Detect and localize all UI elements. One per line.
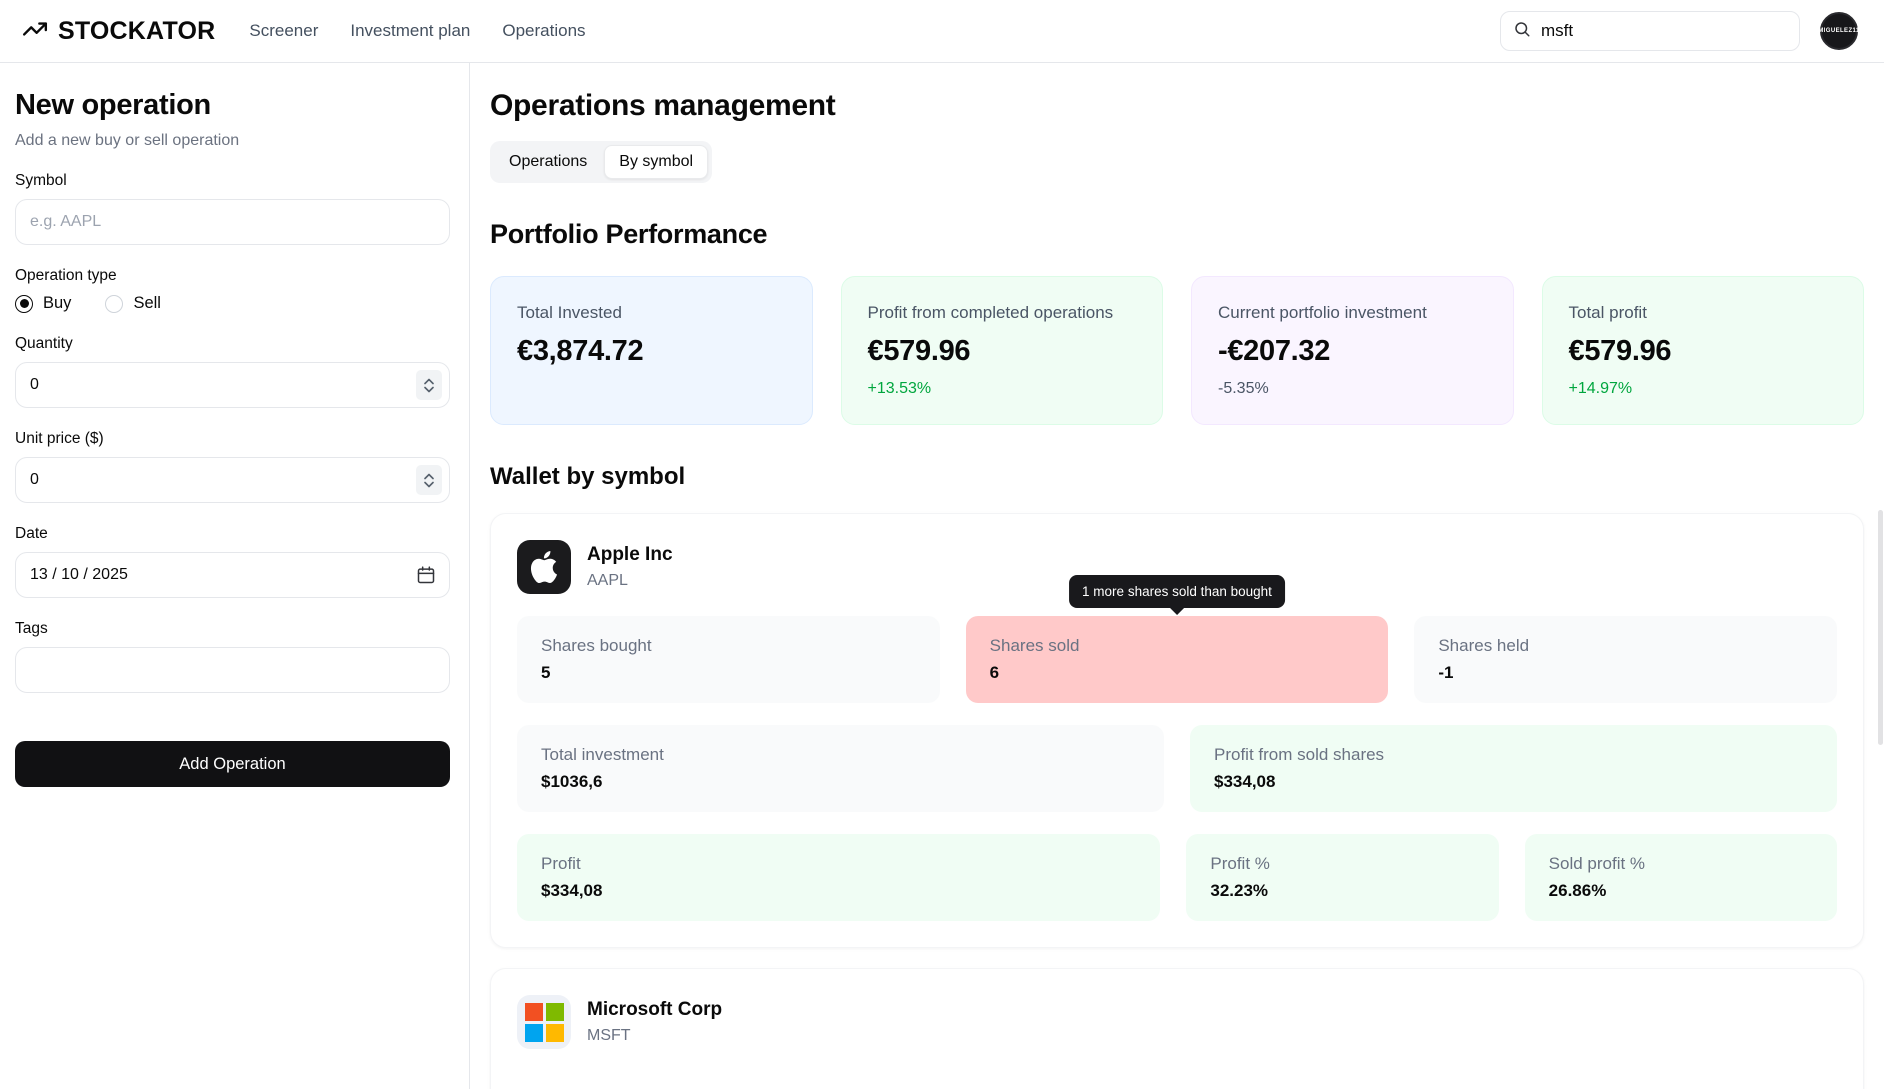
search-input[interactable] <box>1541 21 1787 41</box>
tile-profit-sold-shares: Profit from sold shares $334,08 <box>1190 725 1837 812</box>
tile-value: 6 <box>989 663 1000 682</box>
card-current-investment: Current portfolio investment -€207.32 -5… <box>1191 276 1514 425</box>
tile-shares-bought: Shares bought 5 <box>517 616 940 703</box>
tile-label: Shares sold <box>989 636 1080 655</box>
calendar-icon[interactable] <box>416 565 436 590</box>
card-label: Current portfolio investment <box>1218 303 1427 322</box>
unit-price-input[interactable] <box>15 457 450 503</box>
symbol-label: Symbol <box>15 172 67 189</box>
microsoft-logo-icon <box>517 995 571 1049</box>
tile-label: Profit from sold shares <box>1214 745 1385 764</box>
nav-operations[interactable]: Operations <box>502 21 586 40</box>
card-label: Profit from completed operations <box>867 303 1114 322</box>
tab-operations[interactable]: Operations <box>509 153 588 170</box>
card-value: -€207.32 <box>1218 335 1331 367</box>
card-delta: +13.53% <box>867 380 932 397</box>
card-value: €579.96 <box>1568 335 1672 367</box>
company-symbol: MSFT <box>587 1027 631 1044</box>
date-label: Date <box>15 525 48 542</box>
nav-screener[interactable]: Screener <box>249 21 319 40</box>
tile-value: 26.86% <box>1548 881 1607 900</box>
panel-title: New operation <box>15 89 211 121</box>
tile-label: Profit % <box>1210 854 1270 873</box>
card-value: €3,874.72 <box>517 335 644 367</box>
page-title: Operations management <box>490 89 836 122</box>
brand-name: STOCKATOR <box>58 16 216 45</box>
panel-subtitle: Add a new buy or sell operation <box>15 132 240 149</box>
tile-profit: Profit $334,08 <box>517 834 1161 921</box>
tile-label: Shares held <box>1438 636 1530 655</box>
avatar[interactable]: MIGUELEZ11 <box>1818 12 1860 50</box>
tags-label: Tags <box>15 620 48 637</box>
unit-price-stepper[interactable] <box>416 465 442 495</box>
card-completed-profit: Profit from completed operations €579.96… <box>840 276 1163 425</box>
tile-profit-pct: Profit % 32.23% <box>1186 834 1499 921</box>
main-content: Operations management Operations By symb… <box>470 63 1884 1089</box>
symbol-input[interactable] <box>15 199 450 245</box>
tile-shares-held: Shares held -1 <box>1414 616 1837 703</box>
tile-value: $334,08 <box>1214 772 1276 791</box>
tags-input[interactable] <box>15 647 450 693</box>
shares-sold-tooltip: 1 more shares sold than bought <box>1069 575 1285 608</box>
tile-total-investment: Total investment $1036,6 <box>517 725 1164 812</box>
tile-label: Total investment <box>541 745 664 764</box>
scrollbar-thumb[interactable] <box>1878 510 1883 745</box>
quantity-input[interactable] <box>15 362 450 408</box>
operation-type-group: Buy Sell <box>15 294 450 313</box>
date-input[interactable] <box>15 552 450 598</box>
search-icon <box>1513 20 1531 43</box>
tile-value: $1036,6 <box>541 772 603 791</box>
brand[interactable]: STOCKATOR <box>22 16 215 47</box>
radio-sell[interactable]: Sell <box>105 294 161 313</box>
company-name: Apple Inc <box>587 544 673 565</box>
wallet-title: Wallet by symbol <box>490 463 686 490</box>
avatar-text: MIGUELEZ11 <box>1818 28 1860 34</box>
card-value: €579.96 <box>867 335 971 367</box>
company-symbol: AAPL <box>587 572 628 589</box>
quantity-label: Quantity <box>15 335 73 352</box>
tab-by-symbol[interactable]: By symbol <box>604 145 709 179</box>
card-total-invested: Total Invested €3,874.72 <box>490 276 813 425</box>
top-bar: STOCKATOR Screener Investment plan Opera… <box>0 0 1884 63</box>
radio-sell-label: Sell <box>133 294 161 312</box>
operation-type-label: Operation type <box>15 267 117 284</box>
unit-price-label: Unit price ($) <box>15 430 104 447</box>
card-label: Total Invested <box>517 303 622 322</box>
view-tabs: Operations By symbol <box>490 141 713 183</box>
performance-cards: Total Invested €3,874.72 Profit from com… <box>490 276 1864 425</box>
tile-value: -1 <box>1438 663 1454 682</box>
main-nav: Screener Investment plan Operations <box>249 21 585 41</box>
tile-label: Profit <box>541 854 581 873</box>
card-label: Total profit <box>1568 303 1647 322</box>
add-operation-button[interactable]: Add Operation <box>15 741 450 787</box>
tile-value: 5 <box>541 663 551 682</box>
header-right: MIGUELEZ11 <box>1500 11 1860 51</box>
company-card-msft: Microsoft Corp MSFT <box>490 968 1864 1089</box>
tile-value: $334,08 <box>541 881 603 900</box>
radio-sell-circle[interactable] <box>105 294 124 313</box>
card-delta: +14.97% <box>1568 380 1633 397</box>
radio-buy-circle[interactable] <box>15 294 33 313</box>
company-card-aapl: Apple Inc AAPL Shares bought 5 1 more sh… <box>490 513 1864 948</box>
tile-sold-profit-pct: Sold profit % 26.86% <box>1524 834 1837 921</box>
tile-value: 32.23% <box>1210 881 1269 900</box>
card-delta: -5.35% <box>1218 380 1269 397</box>
search-box[interactable] <box>1500 11 1800 51</box>
apple-logo-icon <box>517 540 571 594</box>
nav-investment-plan[interactable]: Investment plan <box>350 21 471 40</box>
tile-label: Sold profit % <box>1548 854 1646 873</box>
trending-up-icon <box>22 16 48 47</box>
quantity-stepper[interactable] <box>416 370 442 400</box>
company-name: Microsoft Corp <box>587 999 723 1020</box>
new-operation-panel: New operation Add a new buy or sell oper… <box>0 63 470 1089</box>
card-total-profit: Total profit €579.96 +14.97% <box>1541 276 1864 425</box>
tile-label: Shares bought <box>541 636 652 655</box>
tile-shares-sold[interactable]: 1 more shares sold than bought Shares so… <box>965 575 1389 703</box>
radio-buy-label: Buy <box>43 294 72 312</box>
radio-buy[interactable]: Buy <box>15 294 71 313</box>
performance-title: Portfolio Performance <box>490 219 768 249</box>
